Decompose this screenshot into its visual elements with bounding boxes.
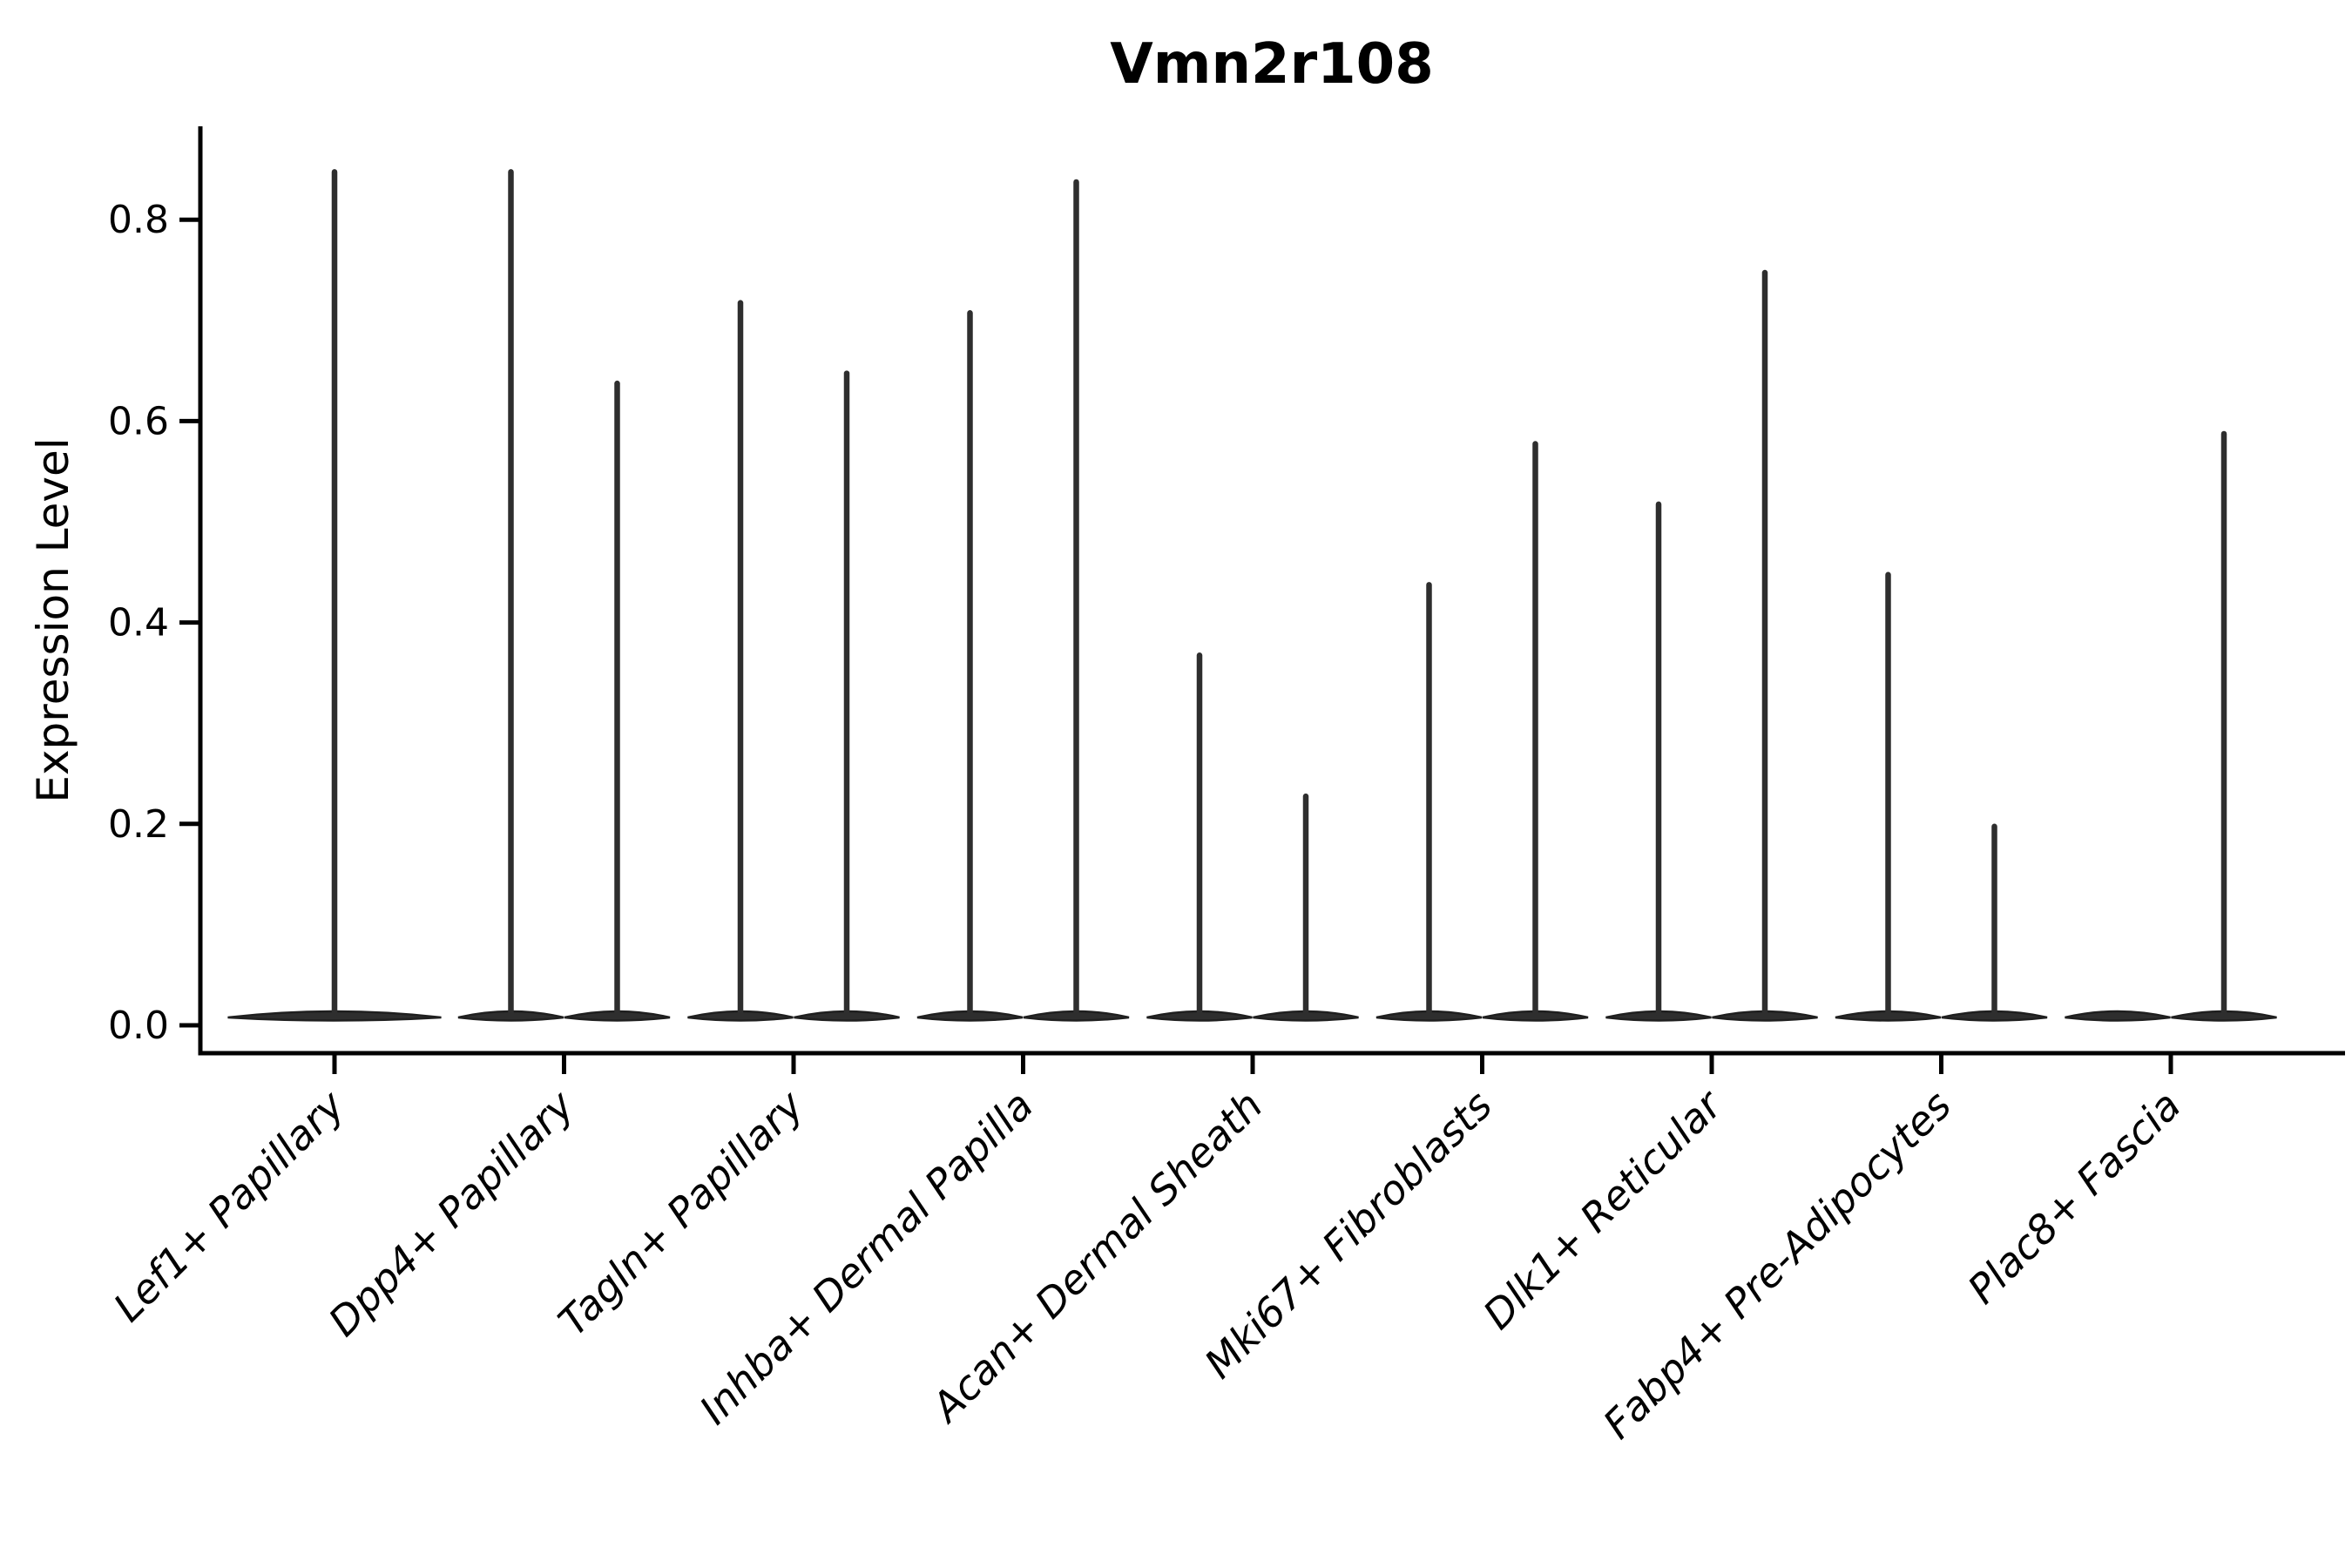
violin [2065, 1010, 2171, 1022]
x-category-label: Tagln+ Papillary [549, 1081, 813, 1345]
violin-bodies [227, 169, 2277, 1022]
violin [227, 169, 442, 1022]
violin [916, 309, 1024, 1022]
y-tick-label: 0.6 [108, 399, 169, 443]
violin [1712, 269, 1818, 1022]
y-tick-label: 0.0 [108, 1004, 169, 1048]
violin [2171, 430, 2277, 1022]
chart-title: Vmn2r108 [1110, 32, 1433, 97]
violin [1605, 501, 1712, 1022]
x-category-label: Lef1+ Papillary [105, 1081, 354, 1330]
violin [1375, 582, 1483, 1022]
violin [1253, 793, 1359, 1022]
violin-base [2065, 1010, 2171, 1022]
violin [1482, 441, 1589, 1022]
x-axis-ticks [332, 1053, 2173, 1074]
y-tick-label: 0.2 [108, 802, 169, 847]
y-tick-label: 0.4 [108, 601, 169, 645]
x-category-label: Plac8+ Fascia [1958, 1082, 2189, 1313]
violin [794, 370, 900, 1022]
violin [1023, 179, 1130, 1022]
y-tick-label: 0.8 [108, 198, 169, 242]
x-category-label: Dpp4+ Papillary [320, 1081, 584, 1345]
y-axis-label: Expression Level [28, 437, 78, 802]
violin [687, 300, 794, 1022]
violin [1941, 823, 2048, 1022]
x-category-label: Dlk1+ Reticular [1474, 1079, 1733, 1338]
y-axis-ticks: 0.0 0.2 0.4 0.6 0.8 [108, 198, 200, 1048]
violin [1146, 652, 1253, 1022]
violin [564, 380, 671, 1022]
violin [457, 169, 564, 1022]
violin [1835, 571, 1942, 1022]
